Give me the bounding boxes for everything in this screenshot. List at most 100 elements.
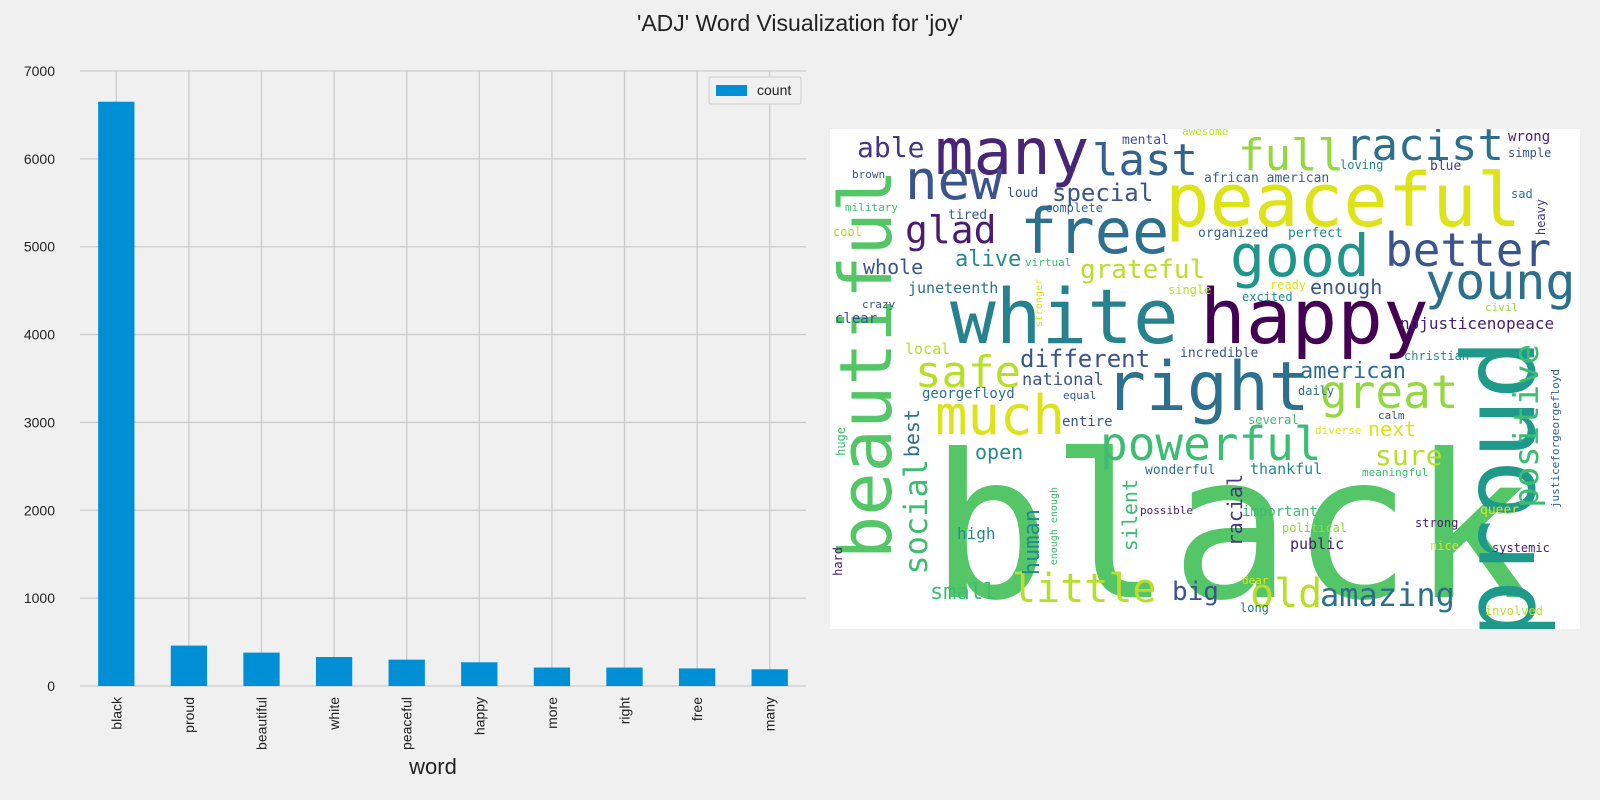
cloud-word: whole [863,255,924,279]
cloud-word: positive [1507,344,1547,508]
cloud-word: diverse [1315,424,1362,437]
bar-free [678,668,716,686]
word-cloud: black proud beautiful white happy peaceful rig… [830,129,1580,629]
cloud-word: special [1052,179,1154,207]
cloud-word: wrong [1508,129,1551,145]
cloud-word: small [930,580,997,605]
cloud-word: great [1320,365,1459,419]
cloud-word: wonderful [1145,463,1216,478]
cloud-word: enough enough [1049,487,1060,566]
cloud-word: young [1425,253,1576,311]
cloud-word: new [905,149,1003,212]
cloud-word: racist [1345,129,1504,171]
cloud-word: african american [1204,171,1330,186]
y-tick-label: 0 [47,678,55,694]
cloud-word: american [1300,359,1406,384]
bar-beautiful [243,652,280,686]
cloud-word: georgefloyd [922,386,1015,402]
cloud-word: dear [1242,574,1269,587]
cloud-word: possible [1140,504,1193,517]
cloud-word: equal [1063,389,1097,402]
cloud-word: last [1092,135,1198,186]
cloud-word: important [1242,504,1318,520]
cloud-word: high [957,524,996,543]
cloud-word: old [1250,571,1323,617]
y-tick-label: 6000 [24,151,55,167]
bar-chart: 0 1000 2000 3000 4000 5000 6000 7000 black proud… [24,63,806,779]
cloud-word: huge [834,427,848,456]
cloud-word: heavy [1534,199,1548,236]
cloud-word: ready [1270,278,1307,292]
cloud-word: justiceforgeorgefloyd [1549,369,1562,509]
cloud-word: thankful [1250,460,1323,478]
y-tick-label: 1000 [24,590,55,606]
x-tick-label: white [326,697,342,731]
cloud-word: enough [1310,275,1383,299]
cloud-word: human [1020,509,1045,576]
cloud-word: political [1282,521,1348,535]
cloud-word: full [1238,130,1344,181]
cloud-word: grateful [1080,255,1206,285]
cloud-word: incredible [1180,346,1259,361]
cloud-word: complete [1045,201,1103,215]
cloud-word: right [1105,348,1310,427]
gridlines [80,70,806,687]
cloud-word: sure [1375,439,1443,472]
cloud-word: stronger [1034,279,1045,328]
bar-white [315,657,353,686]
cloud-word: single [1168,283,1212,297]
cloud-word: long [1240,601,1269,615]
cloud-word: queer [1480,503,1520,518]
cloud-word: different [1020,345,1151,373]
x-tick-label: right [617,697,633,724]
cloud-word: happy [1200,272,1429,361]
cloud-word: blue [1430,159,1462,174]
x-axis-label: word [408,754,457,779]
cloud-word: public [1290,535,1345,553]
cloud-word: several [1248,413,1299,427]
cloud-word: amazing [1320,576,1455,614]
cloud-word: simple [1508,146,1552,160]
legend-box [708,76,802,105]
bar-black [98,101,135,686]
cloud-word: brown [852,168,886,181]
cloud-word: systemic [1492,541,1550,555]
cloud-word: loud [1007,186,1039,201]
cloud-word: alive [955,247,1022,272]
cloud-word: loving [1340,158,1384,172]
cloud-word: excited [1242,290,1293,304]
y-tick-labels: 0 1000 2000 3000 4000 5000 6000 7000 [24,63,55,694]
cloud-word: little [1012,566,1157,612]
bar-happy [461,662,498,686]
cloud-word: meaningful [1362,466,1429,479]
cloud-word: involved [1485,604,1543,618]
x-tick-label: many [762,697,778,731]
cloud-word: better [1385,223,1552,277]
legend-swatch-count [716,85,747,96]
cloud-word: nice [1430,539,1459,553]
cloud-word: local [905,340,951,358]
bar-right [606,667,643,686]
cloud-word: organized [1198,226,1269,241]
cloud-word: free [1020,195,1170,268]
cloud-word: crazy [862,298,896,311]
cloud-word: nojusticenopeace [1400,314,1555,333]
cloud-word: mental [1122,133,1169,148]
cloud-word: open [975,440,1024,464]
bar-more [533,667,571,686]
page-title: 'ADJ' Word Visualization for 'joy' [636,10,964,36]
x-tick-label: free [689,697,705,721]
cloud-word: social [897,459,935,575]
bar-proud [170,645,208,686]
cloud-word: much [935,384,1066,447]
cloud-word: able [857,131,925,164]
cloud-word: next [1368,417,1417,441]
cloud-word: virtual [1025,256,1072,269]
y-tick-label: 7000 [24,63,55,79]
cloud-word: powerful [1100,417,1322,471]
y-tick-label: 2000 [24,502,55,518]
x-tick-label: happy [471,697,487,735]
cloud-word: black [930,412,1533,629]
cloud-word: entire [1062,414,1113,430]
cloud-word: national [1022,370,1104,390]
